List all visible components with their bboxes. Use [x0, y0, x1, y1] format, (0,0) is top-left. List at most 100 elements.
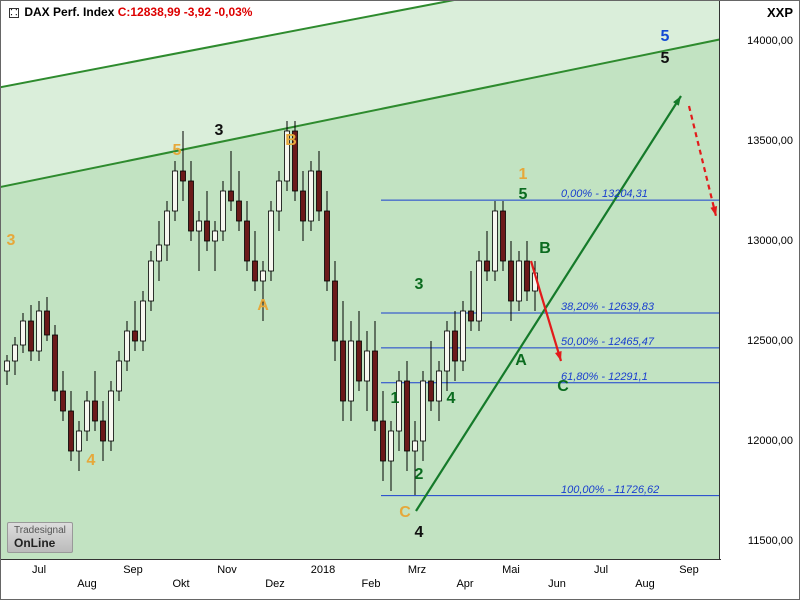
candle-body [133, 331, 138, 341]
candle-body [341, 341, 346, 401]
chart-root: ⸬ DAX Perf. Index C:12838,99 -3,92 -0,03… [0, 0, 800, 600]
candle-body [221, 191, 226, 231]
price-change: C:12838,99 -3,92 -0,03% [118, 5, 253, 19]
x-axis: JulSepNov2018MrzMaiJulSepAugOktDezFebApr… [1, 559, 721, 599]
candle-body [469, 311, 474, 321]
candle-body [477, 261, 482, 321]
watermark-line2: OnLine [14, 536, 55, 550]
y-tick-label: 13500,00 [747, 135, 793, 147]
wave-label: 5 [661, 50, 670, 68]
candle-body [501, 211, 506, 261]
candle-body [269, 211, 274, 271]
candle-body [149, 261, 154, 301]
fib-label: 100,00% - 11726,62 [561, 484, 659, 496]
candle-body [61, 391, 66, 411]
candle-body [37, 311, 42, 351]
candle-body [189, 181, 194, 231]
y-tick-label: 12000,00 [747, 435, 793, 447]
candle-body [173, 171, 178, 211]
watermark-line1: Tradesignal [14, 525, 66, 536]
candle-body [101, 421, 106, 441]
candle-body [509, 261, 514, 301]
x-tick-label: Mrz [408, 564, 426, 576]
x-tick-label: Jul [32, 564, 46, 576]
x-tick-label: Jul [594, 564, 608, 576]
candle-body [117, 361, 122, 391]
chart-header: ⸬ DAX Perf. Index C:12838,99 -3,92 -0,03… [5, 4, 256, 20]
fib-label: 0,00% - 13204,31 [561, 188, 648, 200]
candle-body [453, 331, 458, 361]
y-tick-label: 13000,00 [747, 235, 793, 247]
candle-body [125, 331, 130, 361]
candle-body [373, 351, 378, 421]
x-tick-label: Nov [217, 564, 237, 576]
wave-label: 4 [415, 524, 424, 542]
wave-label: 1 [519, 166, 528, 184]
candle-body [93, 401, 98, 421]
x-tick-label: Aug [77, 578, 97, 590]
x-tick-label: Okt [172, 578, 189, 590]
candle-body [109, 391, 114, 441]
wave-label: B [539, 240, 551, 258]
candle-body [13, 345, 18, 361]
candle-body [237, 201, 242, 221]
x-tick-label: Sep [123, 564, 143, 576]
candle-body [405, 381, 410, 451]
candle-body [157, 245, 162, 261]
wave-label: 4 [87, 452, 96, 470]
candle-body [437, 371, 442, 401]
candle-body [29, 321, 34, 351]
candle-body [389, 431, 394, 461]
candle-body [141, 301, 146, 341]
candle-body [69, 411, 74, 451]
wave-label: 5 [661, 28, 670, 46]
candle-body [261, 271, 266, 281]
candle-body [205, 221, 210, 241]
candle-body [213, 231, 218, 241]
watermark-logo: Tradesignal OnLine [7, 522, 73, 553]
wave-label: 5 [519, 186, 528, 204]
candle-body [77, 431, 82, 451]
instrument-name: DAX Perf. Index [24, 5, 114, 19]
wave-label: 1 [391, 390, 400, 408]
wave-label: 3 [7, 232, 16, 250]
chart-svg [1, 1, 721, 561]
candle-body [197, 221, 202, 231]
candle-body [325, 211, 330, 281]
y-axis-symbol: XXP [767, 5, 793, 20]
wave-label: 3 [415, 276, 424, 294]
wave-label: 5 [173, 142, 182, 160]
wave-label: 3 [215, 122, 224, 140]
candle-body [461, 311, 466, 361]
wave-label: B [285, 132, 297, 150]
candle-body [301, 191, 306, 221]
y-axis: XXP 11500,0012000,0012500,0013000,001350… [719, 1, 799, 561]
candle-body [429, 381, 434, 401]
candle-body [85, 401, 90, 431]
x-tick-label: Mai [502, 564, 520, 576]
candle-body [165, 211, 170, 245]
candle-body [357, 341, 362, 381]
y-tick-label: 14000,00 [747, 35, 793, 47]
candle-body [525, 261, 530, 291]
candle-body [349, 341, 354, 401]
candle-body [517, 261, 522, 301]
candle-body [253, 261, 258, 281]
candle-body [181, 171, 186, 181]
wave-label: C [557, 378, 569, 396]
fib-label: 50,00% - 12465,47 [561, 336, 654, 348]
candle-body [485, 261, 490, 271]
x-tick-label: Sep [679, 564, 699, 576]
x-tick-label: Aug [635, 578, 655, 590]
plot-area[interactable] [1, 1, 721, 561]
wave-label: 2 [415, 466, 424, 484]
wave-label: A [257, 297, 269, 315]
candle-body [277, 181, 282, 211]
ticker-icon: ⸬ [9, 8, 19, 18]
x-tick-label: Dez [265, 578, 285, 590]
fib-label: 38,20% - 12639,83 [561, 301, 654, 313]
candle-body [309, 171, 314, 221]
candle-body [245, 221, 250, 261]
y-tick-label: 11500,00 [748, 535, 793, 547]
candle-body [413, 441, 418, 451]
